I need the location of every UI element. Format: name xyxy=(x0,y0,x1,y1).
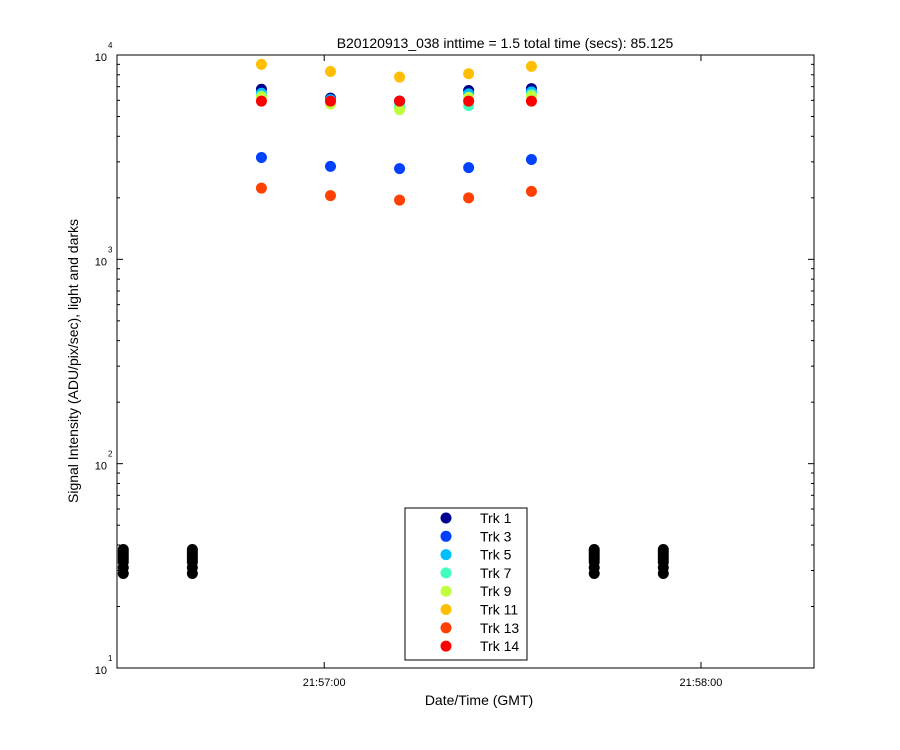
series-point xyxy=(324,190,336,202)
series-point xyxy=(463,162,475,174)
series-point xyxy=(324,66,336,78)
data-points xyxy=(117,58,669,580)
y-tick-exponent: 1 xyxy=(108,654,113,663)
series-point xyxy=(255,95,267,107)
legend-marker xyxy=(440,585,452,597)
series-point xyxy=(394,71,406,83)
series-point xyxy=(255,182,267,194)
legend-marker xyxy=(440,512,452,524)
series-point xyxy=(525,95,537,107)
series-point xyxy=(394,163,406,175)
series-point xyxy=(324,160,336,172)
series-point xyxy=(324,95,336,107)
y-tick-exponent: 3 xyxy=(108,245,113,254)
dark-point xyxy=(186,544,198,556)
series-point xyxy=(394,104,406,116)
y-tick-label: 10 xyxy=(95,256,107,268)
series-point xyxy=(463,68,475,80)
y-tick-label: 10 xyxy=(95,665,107,677)
x-tick-label: 21:57:00 xyxy=(303,677,346,689)
series-point xyxy=(394,95,406,107)
chart-title: B20120913_038 inttime = 1.5 total time (… xyxy=(337,35,674,51)
legend-label: Trk 5 xyxy=(480,547,512,563)
series-point xyxy=(463,192,475,204)
series-point xyxy=(255,58,267,70)
legend-marker xyxy=(440,567,452,579)
x-tick-label: 21:58:00 xyxy=(680,677,723,689)
x-axis-label: Date/Time (GMT) xyxy=(425,692,533,708)
legend-label: Trk 13 xyxy=(480,620,519,636)
legend-label: Trk 14 xyxy=(480,638,519,654)
legend-label: Trk 3 xyxy=(480,528,512,544)
y-tick-exponent: 4 xyxy=(108,41,113,50)
legend-box xyxy=(404,507,528,661)
legend-marker xyxy=(440,604,452,615)
y-axis-label: Signal Intensity (ADU/pix/sec), light an… xyxy=(65,219,81,503)
legend-label: Trk 7 xyxy=(480,565,512,581)
legend-label: Trk 11 xyxy=(480,602,518,618)
series-point xyxy=(525,154,537,166)
series-point xyxy=(525,185,537,197)
y-tick-label: 10 xyxy=(95,52,107,64)
dark-point xyxy=(657,544,669,556)
legend-marker xyxy=(440,530,452,542)
legend-label: Trk 1 xyxy=(480,510,512,526)
legend-marker xyxy=(440,640,452,652)
y-tick-exponent: 2 xyxy=(108,450,113,459)
dark-point xyxy=(588,544,600,556)
series-point xyxy=(463,95,475,107)
legend: Trk 1 Trk 3 Trk 5 Trk 7 Trk 9 Trk 11 Trk 13 Trk… xyxy=(404,507,528,661)
legend-marker xyxy=(440,622,452,634)
series-point xyxy=(525,60,537,72)
series-point xyxy=(255,152,267,164)
dark-point xyxy=(117,544,129,556)
legend-label: Trk 9 xyxy=(480,583,512,599)
legend-marker xyxy=(440,549,452,561)
series-point xyxy=(394,194,406,206)
y-tick-label: 10 xyxy=(95,461,107,473)
